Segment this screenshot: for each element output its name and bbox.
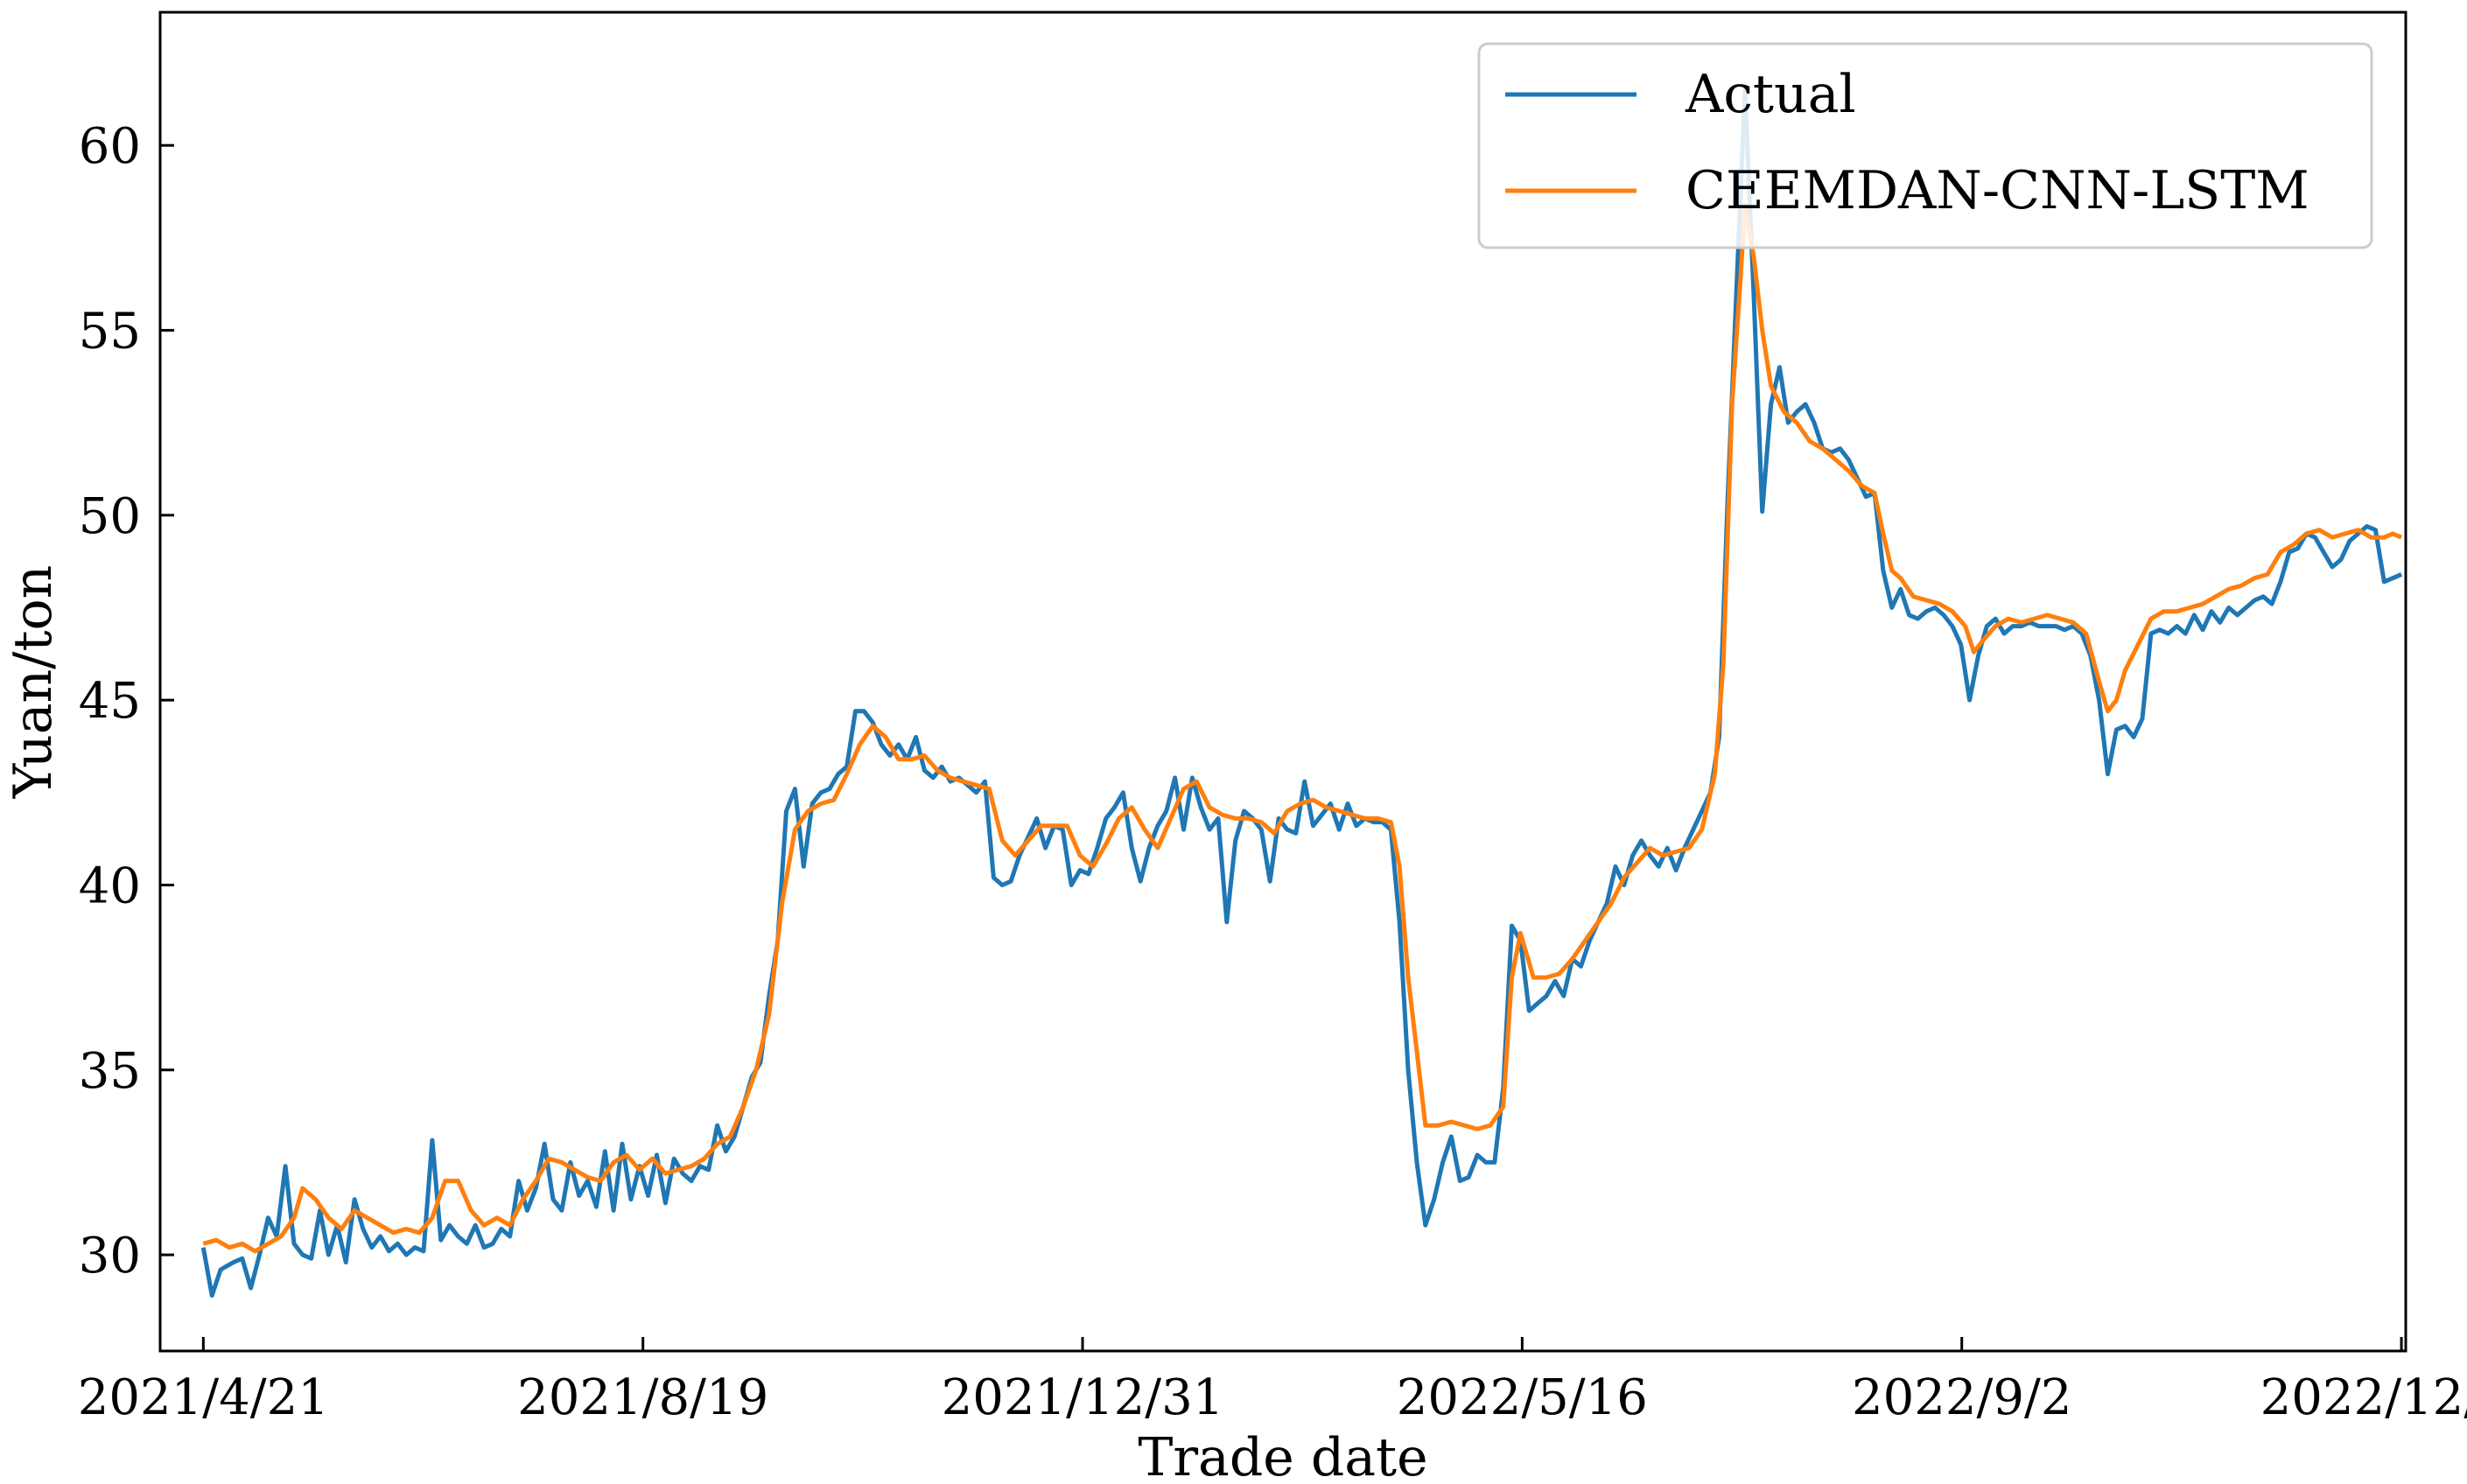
legend-label-model: CEEMDAN-CNN-LSTM [1686, 160, 2309, 221]
y-tick-label: 45 [79, 673, 141, 730]
legend: Actual CEEMDAN-CNN-LSTM [1477, 42, 2373, 249]
y-axis: 30 35 40 45 50 55 60 [79, 118, 174, 1284]
y-tick-label: 40 [79, 858, 141, 914]
y-tick-label: 55 [79, 303, 141, 360]
x-tick-label: 2022/12/19 [2260, 1369, 2467, 1426]
y-tick-label: 35 [79, 1043, 141, 1100]
y-tick-label: 50 [79, 488, 141, 545]
x-axis-title: Trade date [1138, 1427, 1427, 1484]
x-tick-label: 2021/4/21 [78, 1369, 329, 1426]
series-line-1 [202, 202, 2403, 1254]
y-tick-label: 30 [79, 1228, 141, 1284]
y-axis-title: Yuan/ton [3, 565, 64, 800]
plot-lines [200, 88, 2403, 1298]
x-tick-label: 2021/8/19 [517, 1369, 768, 1426]
x-tick-label: 2021/12/31 [942, 1369, 1224, 1426]
x-axis: 2021/4/21 2021/8/19 2021/12/31 2022/5/16 202… [78, 1337, 2467, 1426]
x-tick-label: 2022/5/16 [1397, 1369, 1648, 1426]
legend-box [1477, 42, 2373, 249]
plot-frame [158, 10, 2407, 1353]
y-tick-label: 60 [79, 118, 141, 175]
series-line-0 [200, 88, 2403, 1298]
x-tick-label: 2022/9/2 [1852, 1369, 2072, 1426]
legend-label-actual: Actual [1685, 64, 1856, 125]
